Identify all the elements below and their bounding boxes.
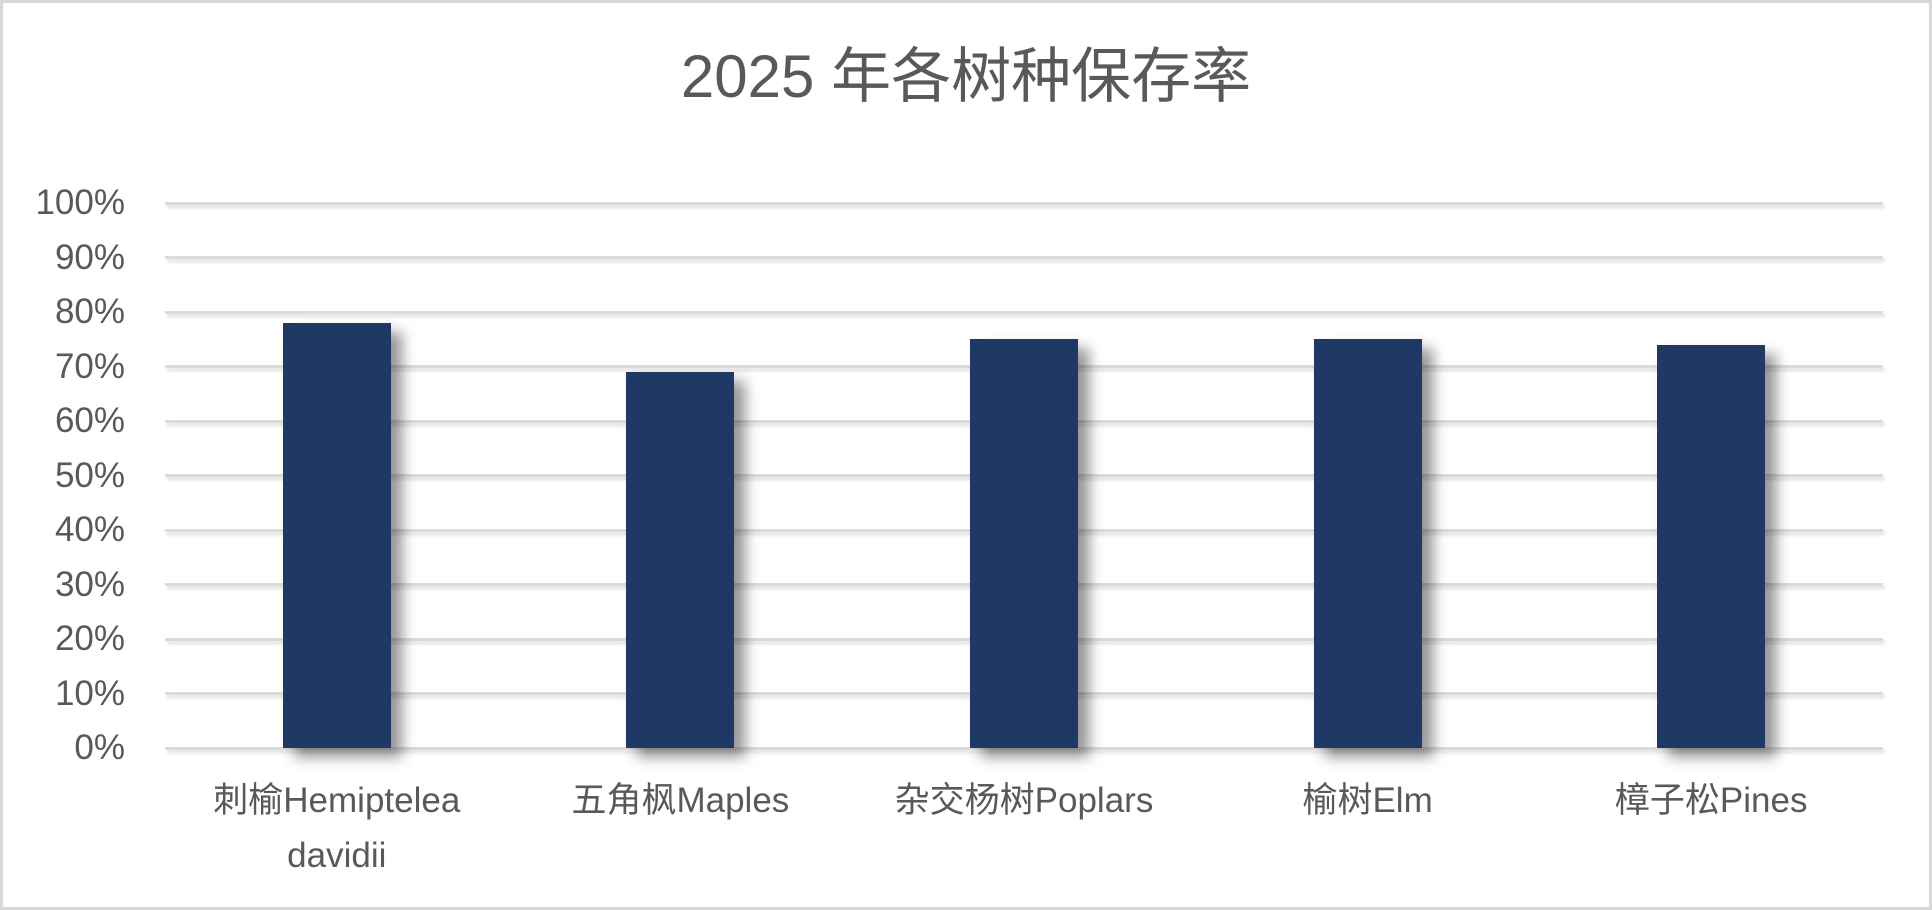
x-category-label-2: 五角枫Maples	[509, 773, 853, 828]
y-tick-label-10%: 10%	[54, 673, 125, 713]
x-category-label-text: 榆树Elm	[1302, 781, 1433, 820]
x-category-label-1: 刺榆Hemiptelea davidii	[165, 773, 509, 883]
gridline-0%	[165, 746, 1883, 750]
y-tick-label-20%: 20%	[54, 619, 125, 658]
y-axis: 0% 10% 20% 30% 40% 50% 60% 70% 80% 90% 100%	[3, 183, 125, 767]
y-tick-label-100%: 100%	[35, 183, 125, 222]
bar-2	[626, 371, 735, 748]
chart-title: 2025 年各树种保存率	[680, 43, 1252, 110]
gridline-90%	[165, 256, 1883, 259]
y-tick-label-80%: 80%	[54, 292, 125, 331]
gridline-80%	[165, 310, 1883, 314]
bar-5	[1657, 344, 1766, 748]
x-category-label-5: 樟子松Pines	[1539, 773, 1883, 828]
bar-3	[970, 339, 1078, 748]
y-tick-label-40%: 40%	[54, 510, 125, 549]
y-tick-label-60%: 60%	[54, 401, 125, 440]
x-category-label-text: 五角枫Maples	[571, 781, 790, 820]
y-tick-label-30%: 30%	[54, 564, 125, 604]
x-category-label-text: 樟子松Pines	[1614, 781, 1808, 820]
x-axis: 刺榆Hemiptelea davidii 五角枫Maples 杂交杨树Poplars…	[165, 773, 1883, 893]
y-tick-label-90%: 90%	[54, 237, 125, 277]
y-tick-label-50%: 50%	[54, 455, 125, 495]
gridline-100%	[165, 201, 1883, 205]
x-category-label-text: 刺榆Hemiptelea davidii	[213, 781, 461, 875]
y-tick-label-0%: 0%	[74, 728, 125, 767]
plot-area	[165, 201, 1883, 750]
x-category-label-3: 杂交杨树Poplars	[852, 773, 1196, 828]
x-category-label-4: 榆树Elm	[1196, 773, 1540, 828]
bar-1	[282, 322, 391, 748]
y-tick-label-70%: 70%	[54, 346, 125, 386]
bar-4	[1313, 339, 1422, 748]
x-category-label-text: 杂交杨树Poplars	[894, 781, 1154, 820]
